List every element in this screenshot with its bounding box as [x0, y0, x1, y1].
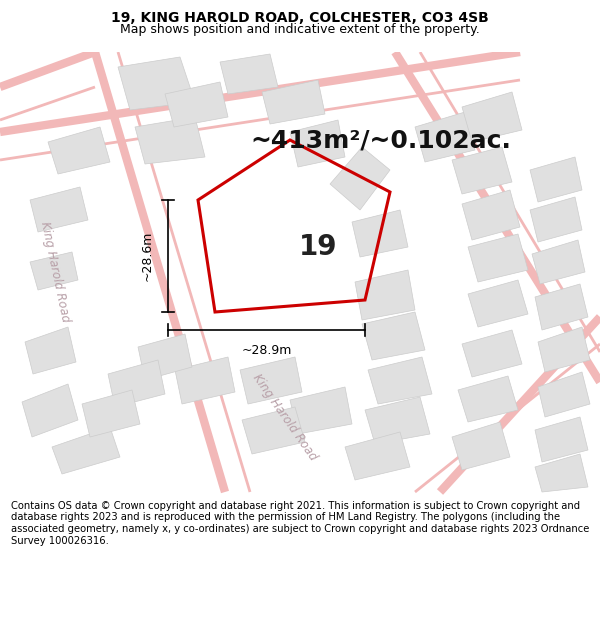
Polygon shape	[462, 190, 520, 240]
Polygon shape	[535, 454, 588, 492]
Polygon shape	[290, 120, 345, 167]
Text: 19, KING HAROLD ROAD, COLCHESTER, CO3 4SB: 19, KING HAROLD ROAD, COLCHESTER, CO3 4S…	[111, 11, 489, 26]
Polygon shape	[82, 390, 140, 437]
Polygon shape	[330, 147, 390, 210]
Text: Map shows position and indicative extent of the property.: Map shows position and indicative extent…	[120, 23, 480, 36]
Polygon shape	[242, 407, 305, 454]
Polygon shape	[22, 384, 78, 437]
Polygon shape	[138, 334, 192, 380]
Polygon shape	[362, 312, 425, 360]
Text: ~28.9m: ~28.9m	[241, 344, 292, 357]
Text: King Harold Road: King Harold Road	[250, 371, 320, 462]
Polygon shape	[25, 327, 76, 374]
Polygon shape	[220, 54, 278, 94]
Polygon shape	[175, 357, 235, 404]
Polygon shape	[452, 422, 510, 470]
Polygon shape	[535, 417, 588, 462]
Text: ~413m²/~0.102ac.: ~413m²/~0.102ac.	[250, 128, 511, 152]
Text: 19: 19	[299, 233, 337, 261]
Polygon shape	[48, 127, 110, 174]
Polygon shape	[262, 80, 325, 124]
Polygon shape	[30, 187, 88, 232]
Polygon shape	[135, 117, 205, 164]
Polygon shape	[530, 197, 582, 242]
Polygon shape	[462, 92, 522, 142]
Text: King Harold Road: King Harold Road	[38, 221, 72, 324]
Polygon shape	[468, 234, 528, 282]
Polygon shape	[352, 210, 408, 257]
Polygon shape	[462, 330, 522, 377]
Polygon shape	[365, 397, 430, 444]
Polygon shape	[532, 240, 585, 284]
Polygon shape	[345, 432, 410, 480]
Polygon shape	[118, 57, 195, 110]
Polygon shape	[530, 157, 582, 202]
Text: ~28.6m: ~28.6m	[141, 231, 154, 281]
Polygon shape	[468, 280, 528, 327]
Polygon shape	[165, 82, 228, 127]
Polygon shape	[538, 372, 590, 417]
Polygon shape	[538, 327, 590, 372]
Polygon shape	[415, 112, 475, 162]
Polygon shape	[535, 284, 588, 330]
Polygon shape	[452, 147, 512, 194]
Polygon shape	[355, 270, 415, 320]
Polygon shape	[240, 357, 302, 404]
Polygon shape	[290, 387, 352, 434]
Polygon shape	[458, 376, 518, 422]
Text: Contains OS data © Crown copyright and database right 2021. This information is : Contains OS data © Crown copyright and d…	[11, 501, 589, 546]
Polygon shape	[30, 252, 78, 290]
Polygon shape	[108, 360, 165, 407]
Polygon shape	[52, 427, 120, 474]
Polygon shape	[368, 357, 432, 404]
